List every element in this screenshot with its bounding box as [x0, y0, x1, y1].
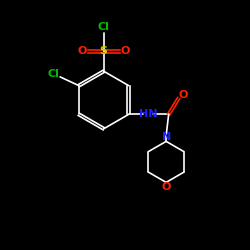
Text: O: O	[162, 182, 171, 192]
Text: HN: HN	[140, 110, 158, 120]
Text: Cl: Cl	[98, 22, 110, 32]
Text: N: N	[162, 132, 171, 142]
Text: S: S	[100, 46, 108, 56]
Text: O: O	[77, 46, 87, 56]
Text: O: O	[178, 90, 188, 100]
Text: Cl: Cl	[48, 69, 60, 80]
Text: O: O	[121, 46, 130, 56]
